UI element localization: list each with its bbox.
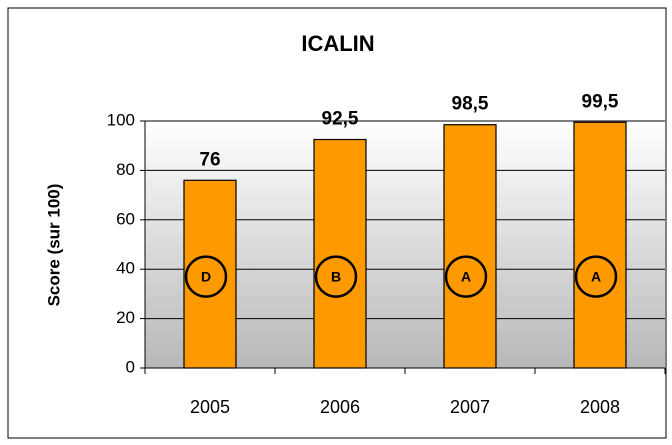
grade-circle xyxy=(574,255,618,298)
bar xyxy=(573,121,627,369)
grade-circle xyxy=(444,255,488,298)
x-tick-label: 2008 xyxy=(580,397,620,417)
bar xyxy=(313,138,367,369)
x-tick-label: 2005 xyxy=(190,397,230,417)
value-label: 76 xyxy=(199,149,220,170)
grade-label: B xyxy=(331,268,341,284)
value-label: 92,5 xyxy=(322,109,359,130)
y-axis-label: Score (sur 100) xyxy=(44,184,63,307)
y-tick-label: 40 xyxy=(116,259,135,278)
x-tick-label: 2007 xyxy=(450,397,490,417)
grade-label: D xyxy=(201,268,211,284)
grade-circle xyxy=(314,255,358,298)
value-label: 99,5 xyxy=(582,91,619,112)
y-tick-label: 60 xyxy=(116,209,135,228)
value-label: 98,5 xyxy=(452,94,489,115)
y-tick-label: 0 xyxy=(126,357,135,376)
bar xyxy=(443,124,497,369)
y-tick-label: 100 xyxy=(107,110,135,129)
bar xyxy=(183,179,237,369)
grade-label: A xyxy=(591,268,601,284)
grade-label: A xyxy=(461,268,471,284)
y-tick-label: 20 xyxy=(116,308,135,327)
x-tick-label: 2006 xyxy=(320,397,360,417)
chart-title: ICALIN xyxy=(301,31,374,56)
y-tick-label: 80 xyxy=(116,160,135,179)
grade-circle xyxy=(184,255,228,298)
